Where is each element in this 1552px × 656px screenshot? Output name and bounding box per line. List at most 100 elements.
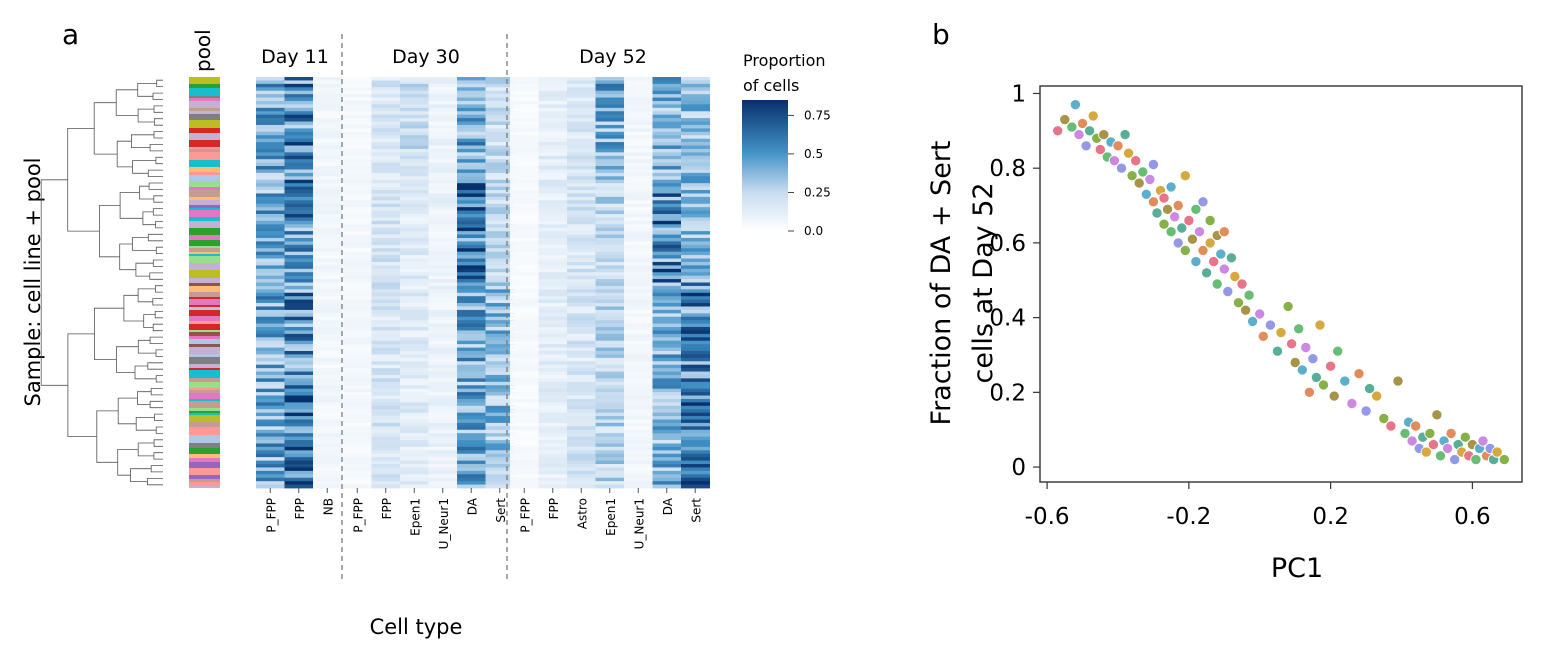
heatmap-cell [538,446,568,451]
heatmap-cell [256,296,285,301]
heatmap-cell [457,289,486,294]
heatmap-cell [595,467,625,472]
heatmap-cell [371,347,401,352]
heatmap-cell [485,241,515,246]
heatmap-cell [313,306,342,311]
heatmap-cell [652,77,682,81]
scatter-point [1410,420,1422,432]
heatmap-cell [485,114,515,119]
heatmap-cell [343,378,372,383]
heatmap-cell [652,265,682,270]
heatmap-cell [343,234,372,239]
heatmap-cell [457,83,486,88]
heatmap-cell [652,261,682,266]
heatmap-cell [567,351,596,355]
heatmap-cell [371,460,401,465]
heatmap-cell [595,436,625,441]
dendrogram-branch [147,478,163,486]
heatmap-cell [457,392,486,396]
heatmap-cell [652,282,682,287]
heatmap-cell [428,196,458,201]
heatmap-cell [400,351,429,355]
dendrogram-branch [153,195,163,203]
heatmap-cell [284,220,314,225]
dendrogram-branch [149,336,163,344]
heatmap-cell [652,327,682,331]
heatmap-cell [400,121,429,126]
scatter-point [1140,188,1153,201]
heatmap-cell [595,446,625,451]
heatmap-cell [510,258,539,263]
heatmap-cell [595,152,625,157]
x-tick-label: -0.2 [1166,504,1211,530]
pool-color-band [189,305,220,307]
heatmap-cell [284,231,314,235]
heatmap-cell [681,429,710,434]
heatmap-cell [485,210,515,215]
heatmap-cell [371,282,401,287]
heatmap-cell [428,351,458,355]
pool-color-band [189,120,220,128]
heatmap-cell [428,361,458,366]
heatmap-cell [284,90,314,95]
heatmap-cell [510,313,539,318]
heatmap-cell [400,111,429,116]
heatmap-cell [485,268,515,273]
heatmap-cell [538,172,568,177]
heatmap-cell [652,323,682,328]
heatmap-cell [485,320,515,324]
heatmap-cell [567,152,596,157]
scatter-point [1200,267,1213,279]
heatmap-cell [510,244,539,249]
heatmap-cell [624,340,653,345]
heatmap-cell [595,289,625,294]
heatmap-cell [681,268,710,273]
heatmap-cell [256,152,285,157]
heatmap-cell [567,340,596,345]
heatmap-cell [428,282,458,287]
heatmap-cell [681,248,710,253]
heatmap-cell [624,121,653,126]
heatmap-cell [567,148,596,153]
dendrogram-branch [155,285,163,293]
heatmap-cell [256,457,285,461]
heatmap-cell [371,395,401,400]
heatmap-cell [510,207,539,211]
heatmap-cell [371,285,401,290]
heatmap-cell [457,251,486,256]
heatmap-cell [400,433,429,438]
heatmap-cell [595,207,625,211]
heatmap-cell [428,234,458,239]
heatmap-cell [284,433,314,438]
heatmap-cell [457,361,486,366]
heatmap-cell [681,337,710,342]
heatmap-cell [510,282,539,287]
dendrogram-branch [130,468,152,482]
heatmap-cell [313,138,342,143]
scatter-point [1324,360,1337,372]
heatmap-cell [313,337,342,342]
heatmap-cell [343,402,372,407]
heatmap-cell [457,152,486,157]
pool-color-band [189,357,220,364]
heatmap-cell [256,354,285,359]
heatmap-cell [256,148,285,153]
heatmap-cell [371,388,401,393]
heatmap-cell [681,368,710,372]
scatter-point [1254,308,1266,320]
heatmap-cell [371,327,401,331]
scatter-point [1317,379,1330,391]
cell-type-label: DA [465,497,479,515]
dendrogram-branch [153,452,163,460]
heatmap-cell [595,166,625,170]
heatmap-cell [595,388,625,393]
pool-color-band [189,321,220,324]
heatmap-cell [313,371,342,376]
heatmap-cell [485,100,515,105]
pool-color-band [189,482,220,486]
scatter-point [1441,442,1454,455]
heatmap-cell [313,392,342,396]
scatter-point [1218,226,1231,238]
pool-color-band [189,324,220,330]
heatmap-cell [313,214,342,218]
